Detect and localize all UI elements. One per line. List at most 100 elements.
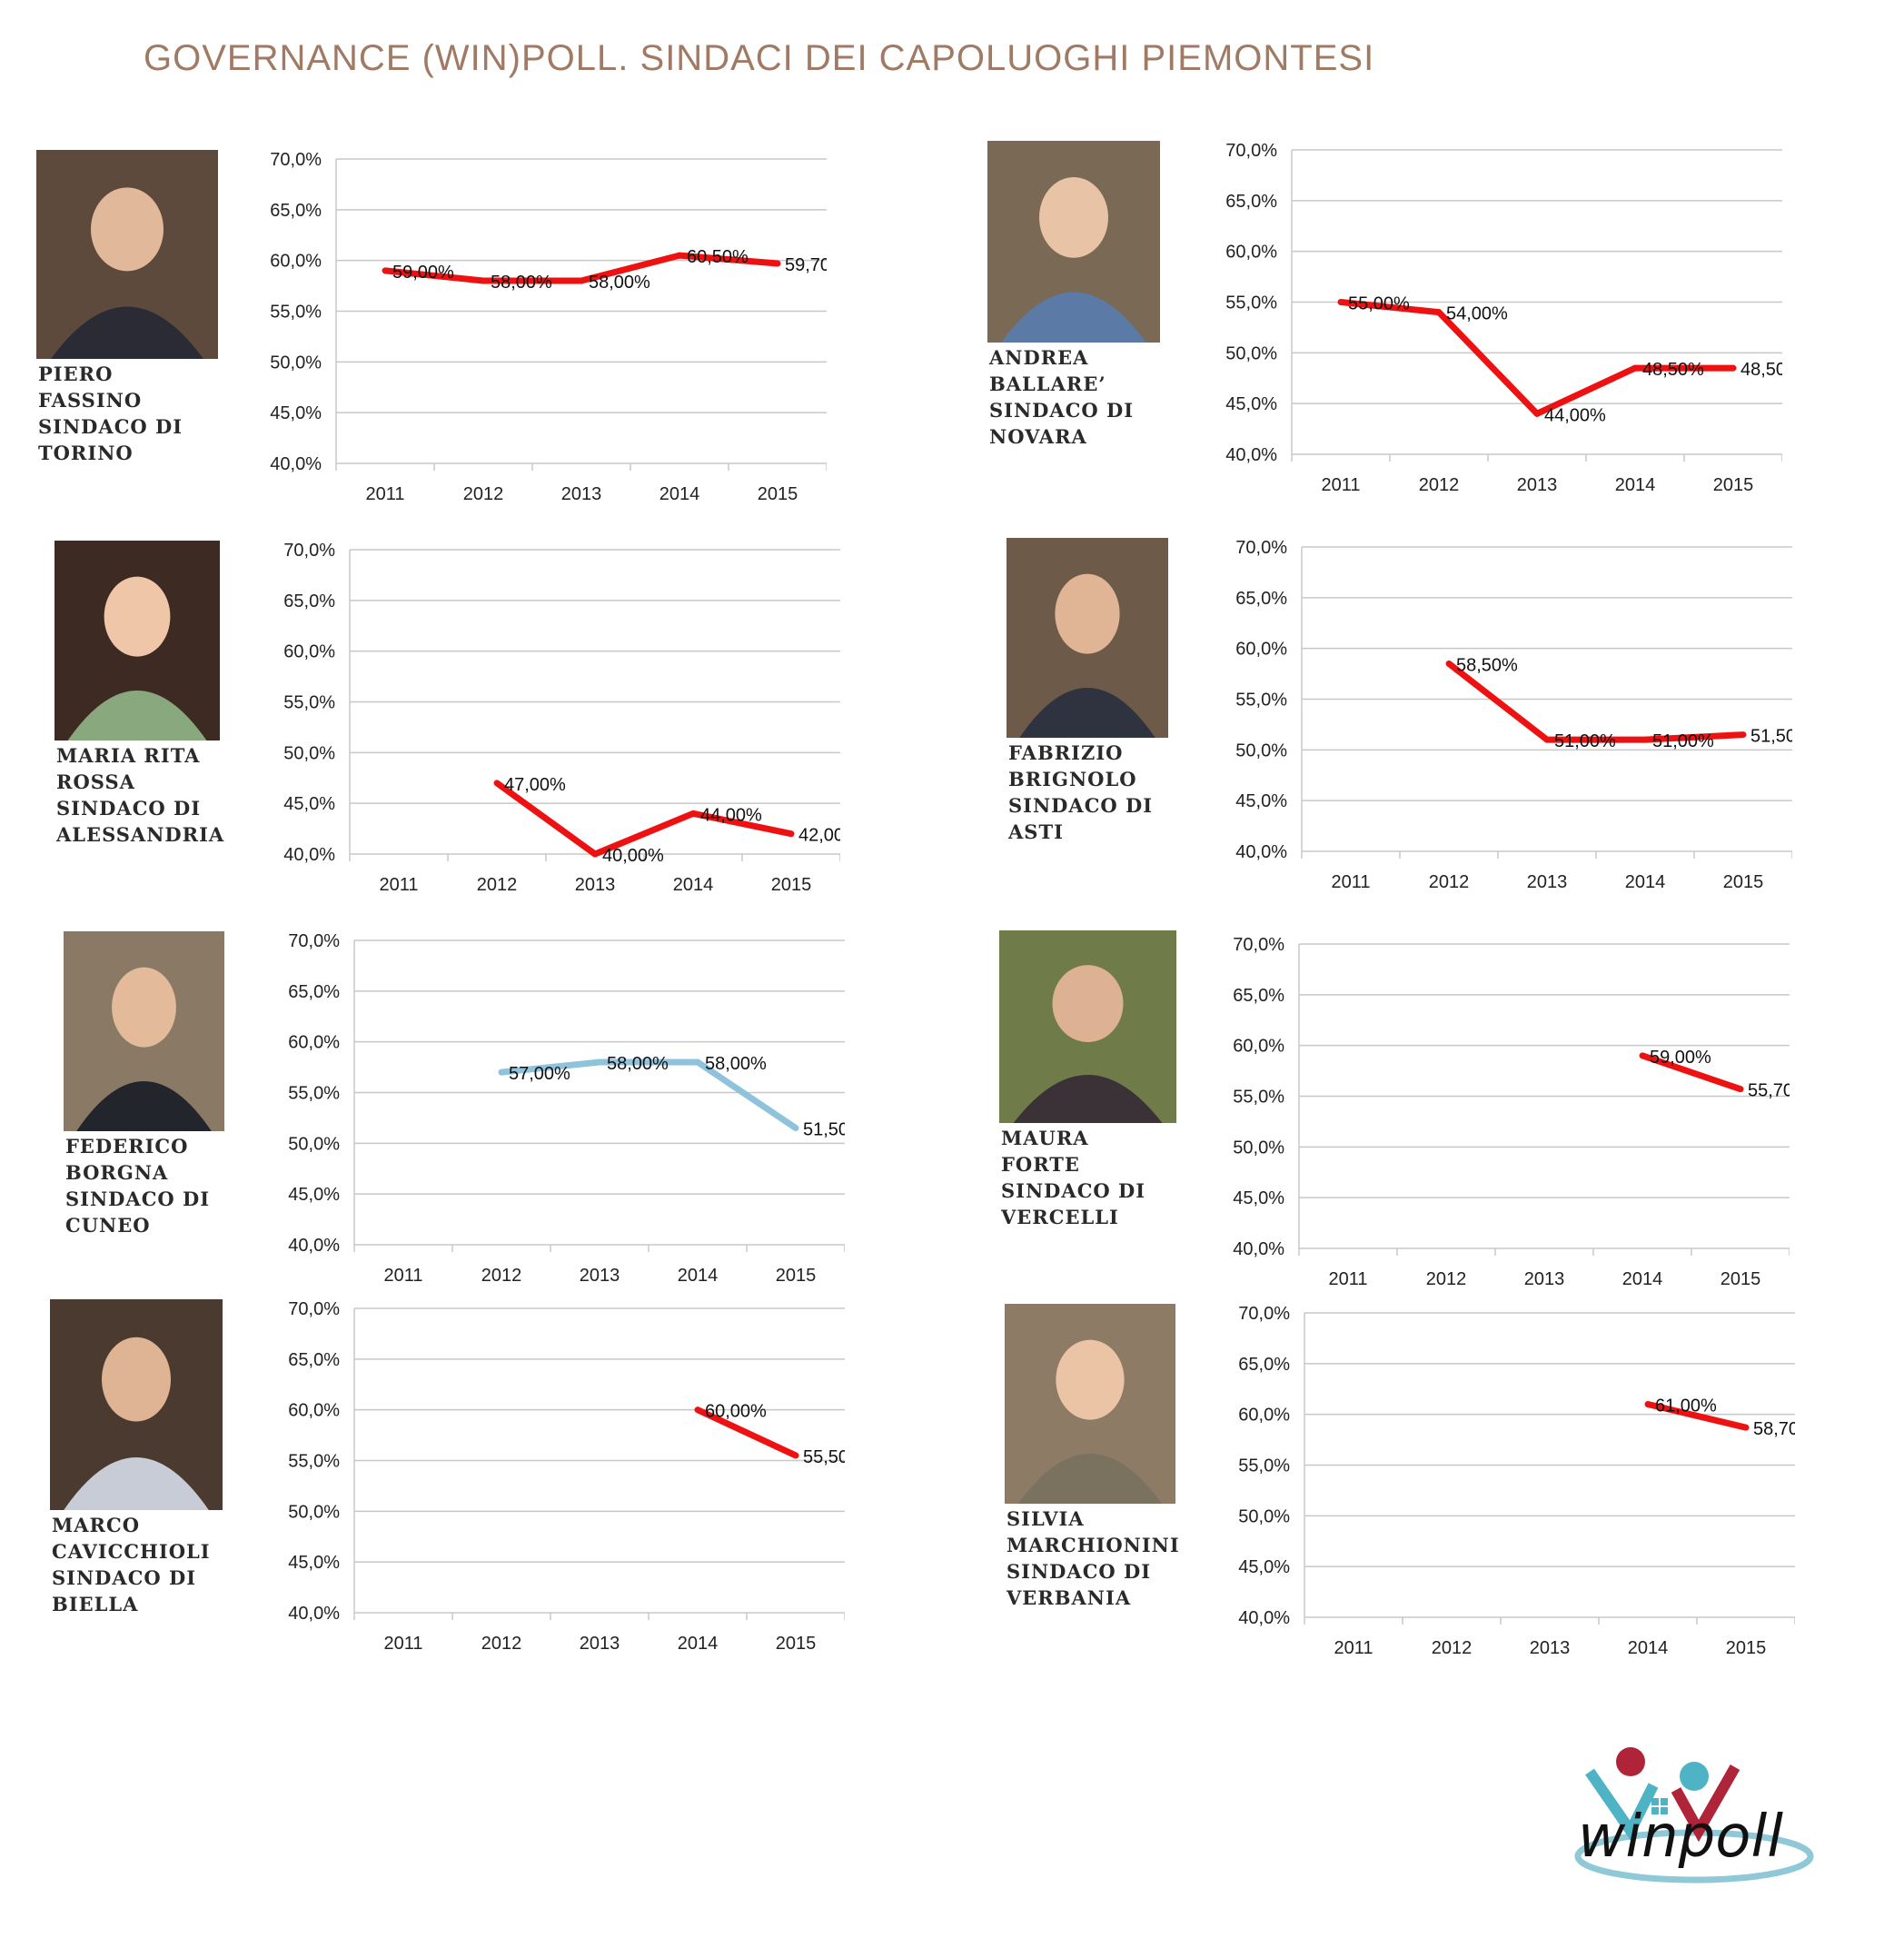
x-tick-label: 2014 — [1622, 1269, 1663, 1289]
winpoll-logo: winpoll — [1574, 1747, 1814, 1883]
data-label: 51,00% — [1554, 731, 1616, 751]
y-tick-label: 40,0% — [288, 1236, 340, 1256]
x-tick-label: 2012 — [463, 484, 504, 504]
y-tick-label: 65,0% — [1233, 986, 1284, 1006]
mayor-caption-line: SILVIA — [1007, 1507, 1085, 1530]
mayor-caption: PIERO FASSINO SINDACO DI TORINO — [38, 361, 183, 466]
x-tick-label: 2012 — [481, 1266, 522, 1286]
mayor-panel-biella: MARCO CAVICCHIOLI SINDACO DI BIELLA 70,0% 65,… — [50, 1299, 868, 1681]
y-tick-label: 65,0% — [1225, 192, 1277, 212]
mayor-panel-verbania: SILVIA MARCHIONINI SINDACO DI VERBANIA 70,0%… — [1005, 1304, 1822, 1685]
approval-line-chart: 70,0% 65,0% 60,0% 55,0% 50,0% 45,0% 40,0% 2011 2… — [1165, 141, 1802, 527]
y-tick-label: 70,0% — [1233, 935, 1284, 955]
data-label: 51,50% — [1750, 727, 1792, 747]
data-point — [1644, 1401, 1651, 1407]
data-label: 57,00% — [509, 1064, 570, 1084]
data-point — [493, 780, 501, 787]
y-tick-label: 55,0% — [1225, 293, 1277, 313]
y-tick-label: 55,0% — [288, 1084, 340, 1104]
data-point — [1641, 736, 1649, 743]
mayor-caption-line: MARCHIONINI — [1007, 1534, 1180, 1556]
x-tick-label: 2015 — [1713, 475, 1754, 495]
y-tick-label: 40,0% — [1233, 1239, 1284, 1259]
chart-svg: 70,0% 65,0% 60,0% 55,0% 50,0% 45,0% 40,0% 2011 2… — [1238, 1304, 1815, 1658]
mayor-caption-line: SINDACO DI — [1001, 1179, 1146, 1202]
approval-line-chart: 70,0% 65,0% 60,0% 55,0% 50,0% 45,0% 40,0% 2011 2… — [1175, 538, 1812, 924]
mayor-photo — [1007, 538, 1168, 738]
data-label: 44,00% — [700, 805, 762, 825]
y-tick-label: 70,0% — [288, 931, 340, 951]
logo-text: winpoll — [1578, 1804, 1783, 1871]
mayor-caption-line: TORINO — [38, 442, 134, 464]
data-point — [382, 267, 389, 274]
mayor-caption-line: ALESSANDRIA — [56, 823, 225, 846]
x-tick-label: 2012 — [1426, 1269, 1467, 1289]
mayor-panel-torino: PIERO FASSINO SINDACO DI TORINO 70,0% 65,0% 60… — [36, 150, 854, 532]
data-label: 58,00% — [491, 273, 552, 293]
data-label: 42,00% — [798, 826, 840, 846]
y-tick-label: 70,0% — [1235, 538, 1287, 558]
y-tick-label: 60,0% — [1225, 243, 1277, 263]
mayor-caption: MARIA RITA ROSSA SINDACO DI ALESSANDRIA — [56, 742, 224, 848]
x-tick-label: 2015 — [758, 484, 798, 504]
data-point — [694, 1059, 701, 1066]
mayor-caption-line: SINDACO DI — [52, 1566, 197, 1589]
x-tick-label: 2015 — [771, 875, 812, 895]
data-label: 61,00% — [1655, 1396, 1717, 1416]
mayor-caption-line: FORTE — [1001, 1153, 1080, 1176]
x-tick-label: 2012 — [1432, 1638, 1473, 1658]
mayor-caption: SILVIA MARCHIONINI SINDACO DI VERBANIA — [1007, 1506, 1180, 1611]
x-tick-label: 2012 — [477, 875, 518, 895]
x-tick-label: 2011 — [1331, 872, 1370, 892]
y-tick-label: 40,0% — [1225, 445, 1277, 465]
y-tick-label: 60,0% — [288, 1401, 340, 1421]
data-point — [788, 830, 795, 838]
data-label: 40,00% — [602, 846, 664, 866]
approval-line-chart: 70,0% 65,0% 60,0% 55,0% 50,0% 45,0% 40,0% 2011 2… — [1172, 935, 1810, 1321]
data-point — [1737, 1086, 1744, 1093]
y-tick-label: 40,0% — [270, 454, 322, 474]
y-tick-label: 65,0% — [283, 591, 335, 611]
data-label: 44,00% — [1544, 405, 1606, 425]
x-tick-label: 2013 — [561, 484, 602, 504]
y-tick-label: 50,0% — [288, 1134, 340, 1154]
x-tick-label: 2014 — [678, 1634, 719, 1654]
y-tick-label: 50,0% — [1238, 1506, 1290, 1526]
mayor-caption-line: MAURA — [1001, 1127, 1089, 1149]
mayor-caption-line: SINDACO DI — [65, 1188, 211, 1210]
x-tick-label: 2015 — [1723, 872, 1764, 892]
chart-svg: 70,0% 65,0% 60,0% 55,0% 50,0% 45,0% 40,0% 2011 2… — [283, 541, 860, 895]
data-point — [1740, 731, 1747, 739]
y-tick-label: 45,0% — [1235, 791, 1287, 811]
series-line — [696, 1406, 798, 1459]
y-tick-label: 65,0% — [1238, 1355, 1290, 1375]
data-label: 58,00% — [607, 1054, 669, 1074]
x-tick-label: 2011 — [365, 484, 404, 504]
x-tick-label: 2011 — [1334, 1638, 1373, 1658]
chart-svg: 70,0% 65,0% 60,0% 55,0% 50,0% 45,0% 40,0% 2011 2… — [1225, 141, 1802, 495]
x-tick-label: 2011 — [1328, 1269, 1367, 1289]
y-tick-label: 70,0% — [283, 541, 335, 561]
mayor-panel-alessandria: MARIA RITA ROSSA SINDACO DI ALESSANDRIA 70,0… — [55, 541, 872, 922]
chart-svg: 70,0% 65,0% 60,0% 55,0% 50,0% 45,0% 40,0% 2011 2… — [1235, 538, 1812, 892]
x-tick-label: 2014 — [673, 875, 714, 895]
mayor-caption-line: NOVARA — [989, 425, 1087, 448]
y-tick-label: 70,0% — [288, 1299, 340, 1319]
mayor-caption-line: BORGNA — [65, 1161, 169, 1184]
mayor-caption-line: CUNEO — [65, 1214, 151, 1237]
y-tick-label: 50,0% — [270, 353, 322, 373]
mayor-caption-line: SINDACO DI — [1008, 794, 1154, 817]
series-line — [1446, 661, 1744, 743]
data-point — [1445, 660, 1453, 667]
data-label: 58,00% — [589, 273, 650, 293]
approval-line-chart: 70,0% 65,0% 60,0% 55,0% 50,0% 45,0% 40,0% 2011 2… — [227, 931, 865, 1317]
y-tick-label: 55,0% — [283, 693, 335, 713]
data-label: 55,70% — [1748, 1081, 1790, 1101]
mayor-panel-asti: FABRIZIO BRIGNOLO SINDACO DI ASTI 70,0% 65,0%… — [1007, 538, 1824, 919]
x-tick-label: 2013 — [580, 1266, 620, 1286]
y-tick-label: 50,0% — [1233, 1138, 1284, 1158]
logo-figure-blue-head — [1680, 1762, 1709, 1791]
mayor-caption-line: SINDACO DI — [989, 399, 1135, 422]
mayor-caption-line: MARIA RITA — [56, 744, 201, 767]
mayor-caption-line: FASSINO — [38, 389, 143, 412]
